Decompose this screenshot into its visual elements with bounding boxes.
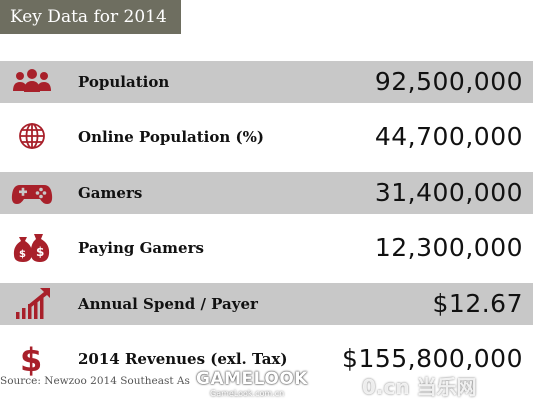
row-label: Gamers — [78, 184, 143, 202]
row-value: 92,500,000 — [374, 67, 523, 96]
row-value: $155,800,000 — [342, 344, 523, 373]
people-icon — [10, 64, 54, 100]
data-row-online-population: Online Population (%) 44,700,000 — [0, 116, 533, 158]
watermark: GAMELOOK GameLook.com.cn 0.cn 当乐网 — [196, 369, 533, 401]
row-label: Annual Spend / Payer — [78, 295, 258, 313]
row-label: 2014 Revenues (exl. Tax) — [78, 350, 288, 368]
watermark-site: 0.cn 当乐网 — [362, 375, 477, 399]
data-row-paying-gamers: $ $ Paying Gamers 12,300,000 — [0, 227, 533, 269]
money-bags-icon: $ $ — [10, 230, 54, 266]
page-title: Key Data for 2014 — [0, 0, 181, 34]
svg-text:$: $ — [36, 245, 44, 259]
row-label: Online Population (%) — [78, 128, 264, 146]
globe-icon — [10, 119, 54, 155]
data-row-gamers: Gamers 31,400,000 — [0, 172, 533, 214]
data-row-population: Population 92,500,000 — [0, 61, 533, 103]
watermark-logo: GAMELOOK — [196, 369, 308, 389]
row-value: 12,300,000 — [374, 233, 523, 262]
watermark-url: GameLook.com.cn — [210, 389, 285, 398]
data-row-revenues: $ 2014 Revenues (exl. Tax) $155,800,000 — [0, 338, 533, 380]
growth-chart-icon — [10, 286, 54, 322]
svg-text:$: $ — [20, 341, 42, 377]
dollar-icon: $ — [10, 341, 54, 377]
row-label: Population — [78, 73, 170, 91]
svg-text:$: $ — [19, 249, 26, 260]
source-note: Source: Newzoo 2014 Southeast As — [0, 375, 190, 387]
row-value: 44,700,000 — [374, 122, 523, 151]
row-value: 31,400,000 — [374, 178, 523, 207]
gamepad-icon — [10, 175, 54, 211]
row-label: Paying Gamers — [78, 239, 204, 257]
data-row-annual-spend: Annual Spend / Payer $12.67 — [0, 283, 533, 325]
row-value: $12.67 — [432, 289, 523, 318]
